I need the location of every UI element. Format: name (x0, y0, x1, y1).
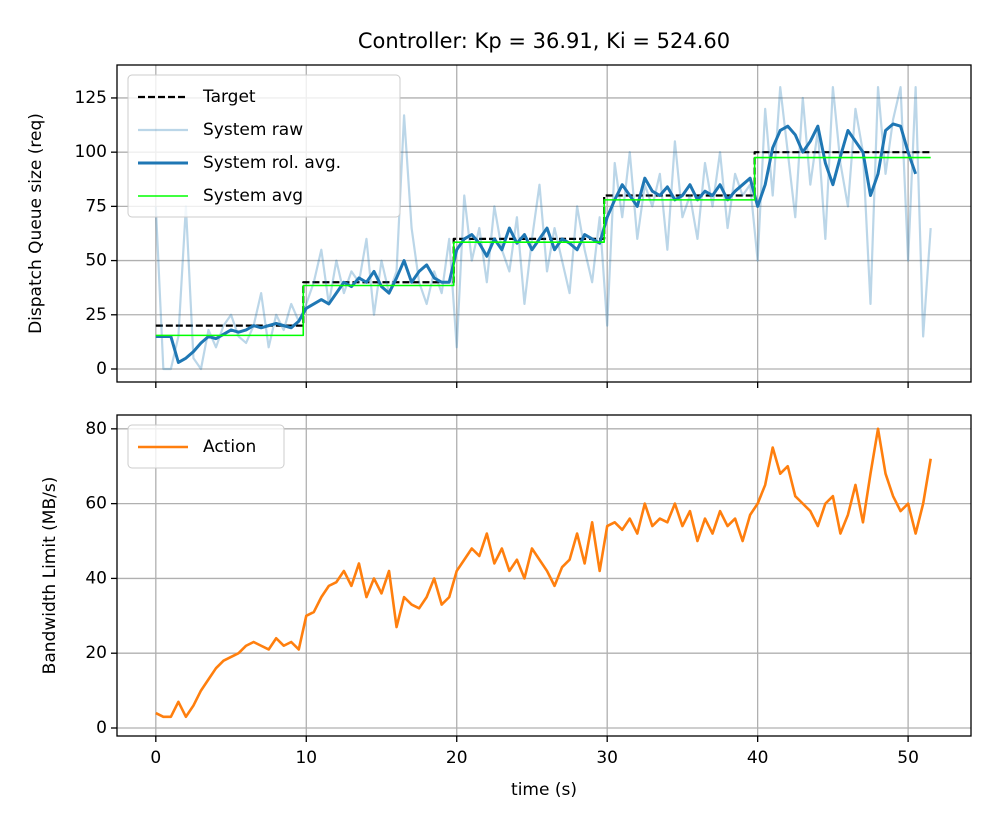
legend-label: System avg (203, 186, 303, 206)
x-axis-label: time (s) (511, 780, 577, 800)
series-line (155, 122, 918, 364)
y-tick-label: 50 (85, 251, 107, 271)
x-tick-label: 30 (596, 748, 618, 768)
series-line (155, 156, 931, 337)
x-tick-label: 10 (295, 748, 317, 768)
plot-area (155, 427, 932, 719)
plot-area (154, 86, 932, 371)
y-axis-label: Bandwidth Limit (MB/s) (40, 477, 60, 675)
legend-label: System rol. avg. (203, 153, 341, 173)
legend-label: Target (202, 87, 256, 107)
legend-box (127, 424, 285, 469)
y-tick-label: 25 (85, 305, 107, 325)
y-tick-label: 75 (85, 196, 107, 216)
x-tick-label: 20 (446, 748, 468, 768)
x-tick-label: 40 (747, 748, 769, 768)
y-tick-label: 80 (85, 419, 107, 439)
y-tick-label: 20 (85, 643, 107, 663)
y-tick-label: 0 (96, 718, 107, 738)
y-tick-label: 100 (75, 142, 107, 162)
y-tick-label: 40 (85, 568, 107, 588)
chart-title: Controller: Kp = 36.91, Ki = 524.60 (358, 29, 730, 53)
axes-frame (116, 64, 972, 383)
legend-label: Action (203, 437, 256, 457)
x-tick-label: 0 (150, 748, 161, 768)
y-tick-label: 125 (75, 88, 107, 108)
series-line (155, 427, 932, 719)
y-tick-label: 0 (96, 359, 107, 379)
x-tick-label: 50 (897, 748, 919, 768)
legend-box (127, 74, 401, 218)
legend-label: System raw (203, 120, 303, 140)
y-axis-label: Dispatch Queue size (req) (26, 113, 46, 334)
axes-frame (116, 414, 972, 737)
y-tick-label: 60 (85, 494, 107, 514)
